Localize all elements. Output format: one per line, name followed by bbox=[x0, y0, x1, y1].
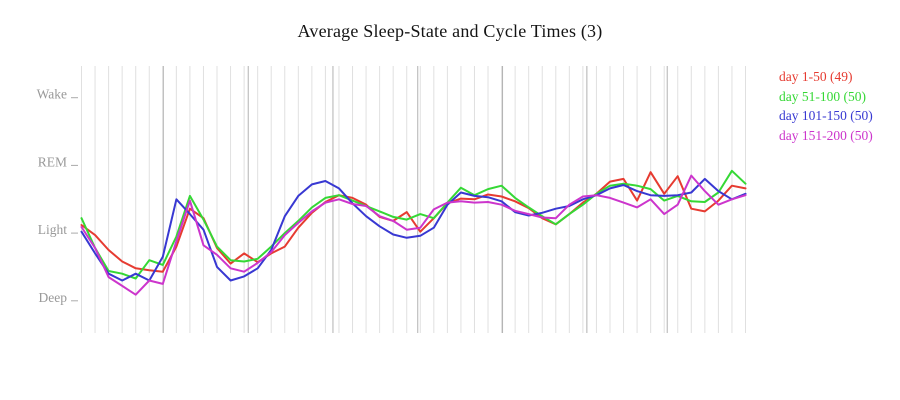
legend-item: day 101-150 (50) bbox=[779, 108, 873, 123]
y-tick-label: Wake bbox=[37, 87, 67, 102]
legend-item: day 51-100 (50) bbox=[779, 88, 866, 104]
chart-title: Average Sleep-State and Cycle Times (3) bbox=[297, 21, 603, 41]
y-axis: Wake REM Light Deep bbox=[37, 87, 78, 305]
series-line-day-151-200-50- bbox=[80, 174, 747, 296]
y-tick-label: Deep bbox=[39, 290, 68, 305]
y-tick-label: Light bbox=[38, 222, 67, 237]
series-line-day-51-100-50- bbox=[80, 169, 747, 280]
legend-item: day 151-200 (50) bbox=[779, 127, 873, 143]
legend: day 1-50 (49) day 51-100 (50) day 101-150 … bbox=[779, 67, 873, 145]
gridlines-cycle-boundaries bbox=[162, 66, 668, 333]
legend-item: day 1-50 (49) bbox=[779, 69, 853, 84]
series-line-day-101-150-50- bbox=[80, 177, 747, 282]
gridlines-minor bbox=[81, 66, 746, 333]
y-tick-label: REM bbox=[38, 154, 67, 169]
